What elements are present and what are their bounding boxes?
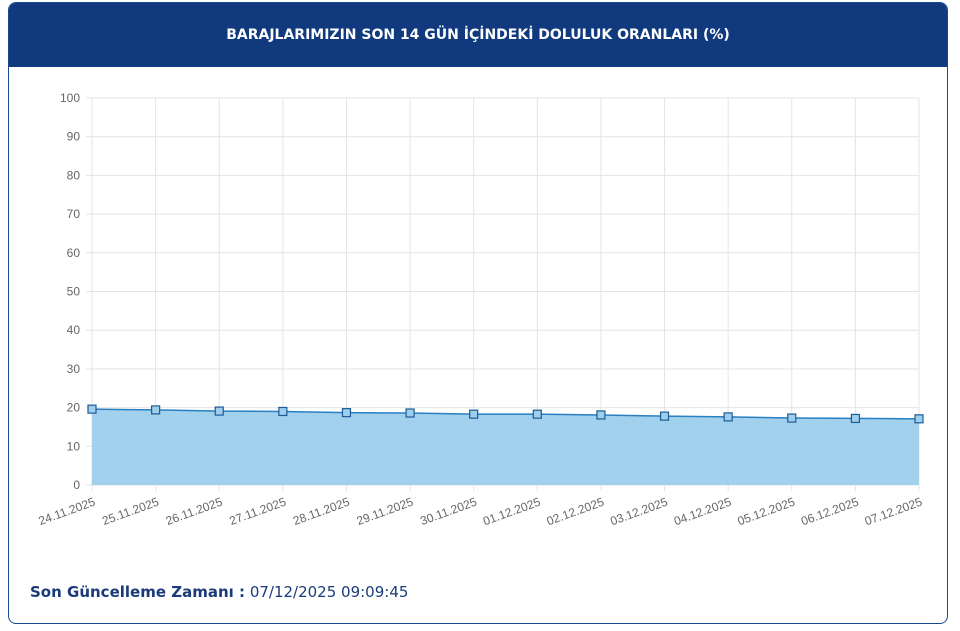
x-tick-label: 28.11.2025 (291, 495, 352, 529)
x-tick-label: 30.11.2025 (418, 495, 479, 529)
y-tick-label: 90 (67, 130, 81, 144)
point (659, 411, 670, 421)
x-tick-label: 02.12.2025 (545, 495, 607, 529)
point (787, 413, 797, 423)
point (723, 412, 733, 422)
line (91, 408, 920, 420)
x-tick-label: 27.11.2025 (227, 495, 288, 529)
x-tick-label: 05.12.2025 (736, 495, 798, 529)
y-tick-label: 0 (73, 478, 80, 492)
point (87, 404, 97, 414)
point (596, 410, 606, 420)
chart: 0 10 20 30 40 50 60 70 80 90 100 24.11.2025 25.11.20… (37, 91, 925, 529)
point (405, 408, 415, 418)
x-tick-label: 06.12.2025 (799, 495, 861, 529)
x-tick-label: 07.12.2025 (863, 495, 925, 529)
chart-title: BARAJLARIMIZIN SON 14 GÜN İÇİNDEKİ DOLUL… (9, 3, 947, 67)
y-tick-label: 10 (67, 439, 81, 453)
point (914, 414, 924, 424)
y-tick-label: 60 (67, 246, 81, 260)
x-tick-label: 01.12.2025 (481, 495, 543, 529)
x-tick-label: 03.12.2025 (608, 495, 670, 529)
x-tick-label: 29.11.2025 (355, 495, 416, 529)
x-tick-label: 04.12.2025 (672, 495, 734, 529)
point (532, 409, 542, 419)
y-tick-label: 80 (67, 168, 81, 182)
point (151, 405, 161, 415)
point (214, 406, 224, 416)
point (469, 409, 479, 419)
card: BARAJLARIMIZIN SON 14 GÜN İÇİNDEKİ DOLUL… (8, 2, 948, 624)
x-tick-label: 25.11.2025 (100, 495, 161, 529)
point (850, 413, 860, 424)
y-tick-label: 50 (67, 285, 81, 299)
x-tick-label: 24.11.2025 (37, 495, 98, 529)
area-fill (92, 409, 919, 485)
x-tick-label: 26.11.2025 (164, 495, 225, 529)
point (341, 408, 352, 418)
y-tick-label: 100 (60, 91, 80, 105)
footer: Son Güncelleme Zamanı : 07/12/2025 09:09… (30, 583, 408, 601)
y-tick-label: 40 (67, 323, 81, 337)
y-tick-label: 70 (67, 207, 81, 221)
point (278, 406, 288, 417)
footer-label: Son Güncelleme Zamanı : (30, 583, 246, 601)
y-tick-label: 30 (67, 362, 81, 376)
footer-value: 07/12/2025 09:09:45 (249, 583, 409, 601)
y-tick-label: 20 (67, 401, 81, 415)
